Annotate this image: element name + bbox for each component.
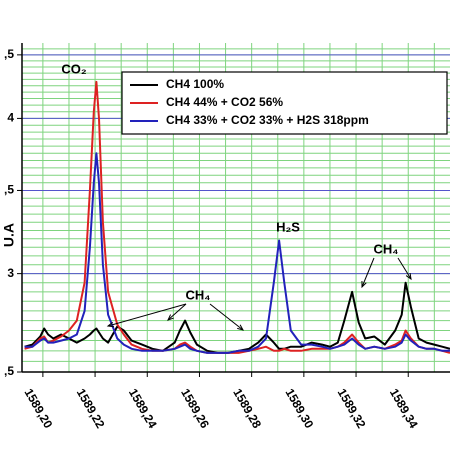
arrow-head	[106, 321, 115, 328]
annotation-arrow	[167, 303, 187, 321]
y-tick-label: ,5	[4, 183, 14, 197]
arrow-head	[361, 280, 367, 289]
y-axis-label: U.A	[1, 223, 17, 247]
y-tick-label: ,5	[4, 47, 14, 61]
annotation-arrow	[397, 257, 412, 280]
plot-area	[22, 43, 450, 372]
annotation: CH₄	[186, 287, 211, 302]
x-tick-label: 1589,20	[22, 386, 56, 431]
y-tick-label: 3	[7, 266, 14, 280]
annotation-arrow	[107, 303, 187, 327]
x-tick-label: 1589,24	[126, 386, 160, 431]
series-line	[24, 152, 450, 354]
arrow-head	[167, 314, 174, 321]
annotation: H₂S	[276, 219, 300, 234]
annotation-arrow	[361, 257, 375, 288]
legend-box	[121, 71, 448, 135]
legend-label: CH4 33% + CO2 33% + H2S 318ppm	[166, 113, 369, 127]
annotation: CH₄	[374, 241, 399, 256]
annotation-arrow	[209, 303, 244, 331]
x-tick-label: 1589,30	[283, 386, 317, 431]
x-tick-label: 1589,32	[335, 386, 369, 431]
annotation: CO₂	[61, 61, 87, 76]
legend-label: CH4 100%	[166, 77, 224, 91]
legend-label: CH4 44% + CO2 56%	[166, 95, 283, 109]
x-tick-label: 1589,28	[230, 386, 264, 431]
arrow-head	[237, 324, 245, 331]
series-line	[24, 281, 450, 354]
y-tick-label: 4	[7, 111, 14, 125]
x-tick-label: 1589,34	[387, 386, 421, 431]
y-tick-label: ,5	[4, 364, 14, 378]
arrow-head	[405, 272, 412, 281]
x-tick-label: 1589,22	[74, 386, 108, 431]
x-tick-label: 1589,26	[178, 386, 212, 431]
